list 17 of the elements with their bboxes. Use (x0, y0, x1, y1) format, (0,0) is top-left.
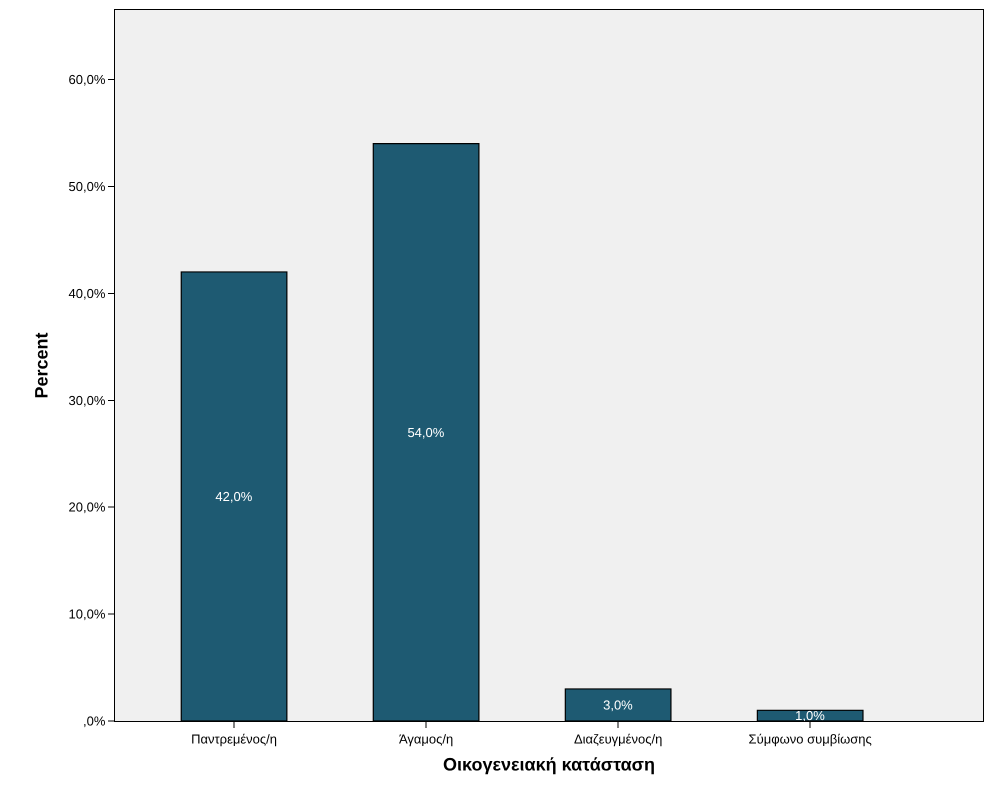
y-tick-label: 60,0% (68, 72, 106, 88)
x-tick-label: Παντρεμένος/η (191, 732, 277, 747)
y-tick-label: 50,0% (68, 178, 106, 194)
x-tick-label: Άγαμος/η (398, 732, 454, 747)
y-axis-title: Percent (32, 332, 52, 399)
y-tick-label: 20,0% (68, 500, 106, 515)
x-axis-title: Οικογενειακή κατάσταση (443, 754, 655, 775)
x-tick-label: Διαζευγμένος/η (574, 732, 662, 747)
y-tick-label: 40,0% (68, 286, 106, 301)
data-label: 3,0% (603, 697, 634, 712)
y-tick-label: 30,0% (68, 392, 106, 408)
data-label: 1,0% (795, 708, 826, 724)
data-label: 42,0% (215, 488, 253, 504)
data-label: 54,0% (407, 424, 445, 440)
y-tick-label: 10,0% (68, 606, 106, 622)
x-tick-label: Σύμφωνο συμβίωσης (748, 732, 872, 747)
y-tick-label: ,0% (82, 714, 106, 729)
